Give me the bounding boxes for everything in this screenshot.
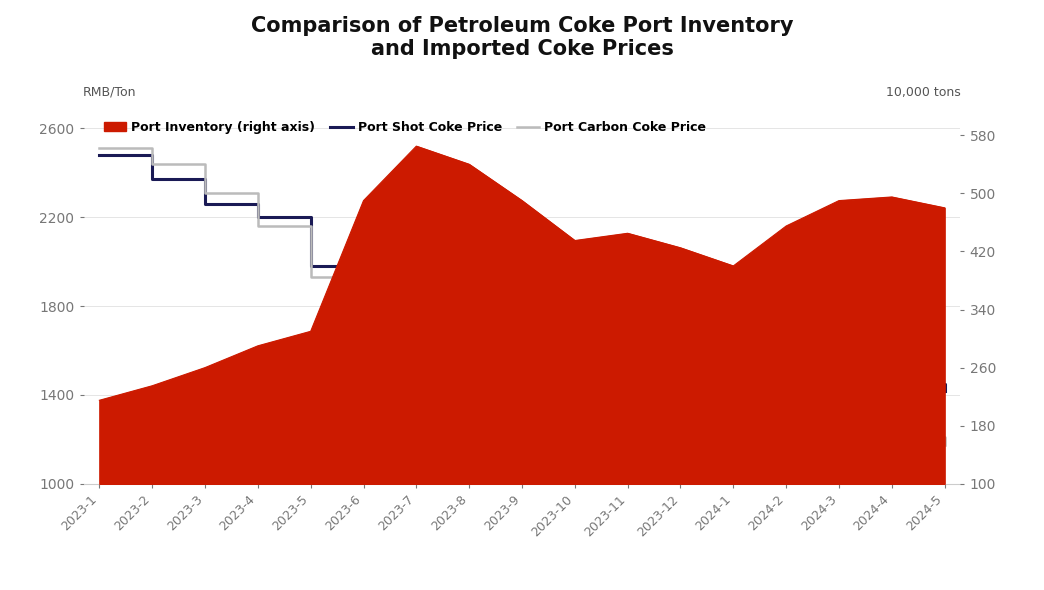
Text: RMB/Ton: RMB/Ton xyxy=(82,86,136,99)
Legend: Port Inventory (right axis), Port Shot Coke Price, Port Carbon Coke Price: Port Inventory (right axis), Port Shot C… xyxy=(98,116,711,139)
Text: 10,000 tons: 10,000 tons xyxy=(885,86,960,99)
Text: Comparison of Petroleum Coke Port Inventory
and Imported Coke Prices: Comparison of Petroleum Coke Port Invent… xyxy=(251,16,793,59)
